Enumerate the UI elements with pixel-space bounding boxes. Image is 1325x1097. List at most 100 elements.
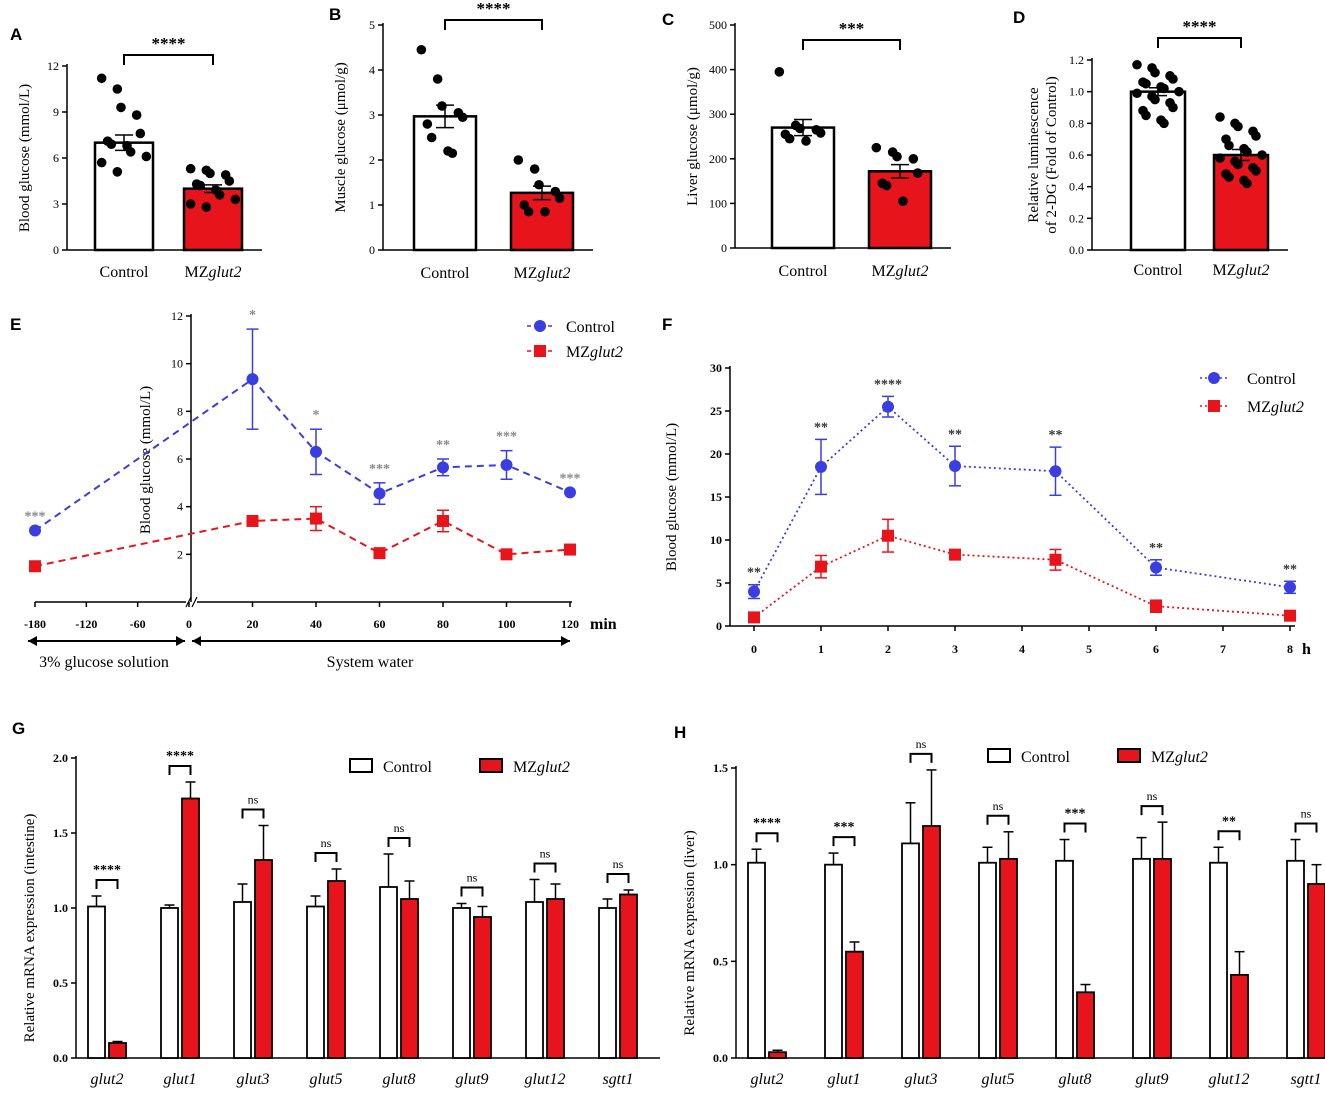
panel-f-sig-label: ** [1049,428,1063,443]
panel-g-sig-bracket [95,879,119,889]
panel-c-xtick-label-italic: glut2 [896,263,929,280]
panel-f-marker-control [815,460,827,473]
panel-h-bar-mutant [768,1051,787,1059]
panel-e-xtick-label: 80 [437,617,449,631]
panel-b-ylabel: Muscle glucose (μmol/g) [333,62,349,213]
panel-g-bar-control [87,905,106,1059]
panel-b-bar-mutant [509,191,575,252]
panel-b-point [422,119,433,129]
panel-c-point [795,123,805,134]
panel-f-xtick-label: 6 [1153,642,1159,656]
panel-f-legend-marker-control [1208,372,1220,384]
panel-e-ytick-label: 6 [177,452,183,466]
panel-d-point [1174,86,1184,97]
panel-f-ytick-label: 30 [710,361,722,375]
panel-h-sig-label: ** [1222,814,1236,829]
panel-g-ytick-label: 1.5 [53,826,68,840]
panel-e-arrowhead [561,636,570,646]
panel-h-legend-control: Control [1021,749,1070,766]
panel-b-y-ytick-label: 4 [369,63,375,77]
panel-h-xtick-label: glut8 [1059,1071,1092,1088]
panel-d-point [1168,102,1178,113]
panel-h-xtick-label: sgtt1 [1290,1071,1321,1088]
panel-f-marker-control [1049,465,1062,478]
panel-d-point [1215,112,1225,122]
panel-d-sig-bracket [1157,37,1242,48]
panel-f-xtick-label: 3 [952,642,958,656]
panel-e-series-control [34,377,571,532]
panel-a-point [112,167,123,177]
panel-g-sig-label: **** [166,749,194,764]
panel-a-point [205,168,215,179]
panel-e-xtick-label: -120 [75,617,97,631]
panel-g-bar-control [233,901,252,1059]
panel-a-point [131,110,142,120]
panel-g-bar-control [598,907,617,1059]
panel-f-ytick-label: 20 [710,447,722,461]
panel-d-point [1242,178,1252,189]
panel-h-sig-label: ns [1301,807,1312,821]
panel-d-point [1233,121,1243,132]
panel-f-ytick-label: 10 [710,533,722,547]
panel-h-bar-mutant [845,950,864,1059]
panel-h-sig-bracket [832,836,856,847]
panel-f-xtick-label: 7 [1220,642,1226,656]
panel-h-sig-label: *** [1065,807,1086,822]
panel-g-legend-control: Control [383,759,432,776]
panel-g-sig-bracket [460,886,484,897]
panel-g-sig-bracket [241,808,265,819]
panel-c-y-ytick-label: 500 [709,18,727,32]
panel-d-y-ytick-label: 0.0 [1069,243,1084,257]
panel-f-ytick-label: 5 [716,576,722,590]
panel-f-xtick-label: 1 [818,642,824,656]
panel-e-marker-mutant [564,543,576,556]
panel-g-bar-mutant [400,898,419,1059]
panel-e-sig-label: * [313,408,320,423]
panel-h-legend-swatch-control [987,748,1011,763]
panel-f-legend-mutant-italic: glut2 [1271,399,1304,416]
panel-c-ylabel: Liver glucose (μmol/g) [685,67,701,206]
panel-g-bar-mutant [254,859,273,1059]
panel-b-point [513,155,524,165]
panel-g-bar-control [525,901,544,1059]
panel-e-xtick-label: -60 [130,617,146,631]
panel-a-point [125,147,136,157]
panel-h-ytick-label: 0.5 [713,954,728,968]
panel-f-xtick-label: 5 [1086,642,1092,656]
panel-e-xtick-label: 40 [310,617,322,631]
panel-f-sig-label: ** [1283,562,1297,577]
panel-h-sig-label: *** [834,820,855,835]
panel-c-point [815,128,826,138]
panel-g-bar-mutant [108,1042,127,1059]
panel-e-ytick-label: 2 [177,547,183,561]
panel-a-sig-bracket [123,54,214,65]
panel-g-sig-label: ns [540,847,551,861]
panel-c-sig-bracket [802,39,901,50]
panel-e-legend-control: Control [566,319,615,336]
panel-h-xtick-label: glut2 [751,1071,784,1088]
panel-e-arrowhead [176,636,185,646]
panel-g-sig-label: ns [613,857,624,871]
panel-e-marker-mutant [373,547,386,560]
panel-f-marker-mutant [815,560,827,573]
panel-a-y-ytick-label: 9 [53,105,59,119]
panel-e-marker-mutant [437,514,449,527]
panel-e-legend-marker-mutant [534,345,546,357]
panel-f-sig-label: ** [1149,541,1163,556]
panel-h-bar-control [1055,859,1074,1059]
panel-h-legend-mutant: MZglut2 [1151,749,1208,766]
panel-h-ytick-label: 1.5 [713,761,728,775]
panel-g-sig-bracket [387,837,411,847]
panel-c-xtick-label: Control [779,263,828,280]
panel-e-arrowhead [192,636,201,646]
panel-h-bar-control [1286,859,1305,1059]
panel-a-point [112,84,123,94]
panel-c-point [774,67,785,77]
panel-b-point [437,101,447,111]
panel-f-legend-mutant-prefix: MZ [1247,399,1271,416]
panel-a-point [214,190,225,200]
panel-e-xtick-label: 100 [498,617,516,631]
panel-h-sig-label: **** [753,816,781,831]
panel-e-marker-mutant [500,548,513,561]
